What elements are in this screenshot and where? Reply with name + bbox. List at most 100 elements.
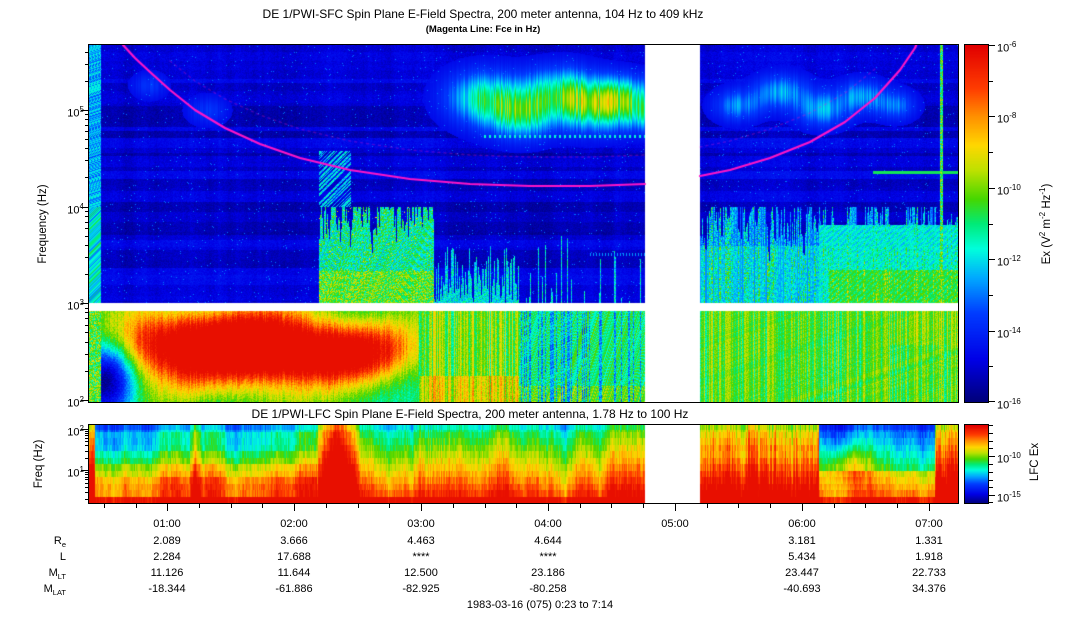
sfc-colorbar-label: Ex (V2 m-2 Hz-1) <box>1038 183 1053 265</box>
ephemeris-value: 3.181 <box>788 535 816 547</box>
ephemeris-value: -82.925 <box>402 583 440 595</box>
lfc-y-minor-tick <box>85 441 89 442</box>
sfc-cb-tick <box>989 401 995 402</box>
sfc-y-minor-tick <box>85 64 89 65</box>
sfc-y-minor-tick <box>85 139 89 140</box>
sfc-cb-tick-label: 10-8 <box>997 111 1017 127</box>
sfc-y-tick-label: 102 <box>67 394 84 410</box>
sfc-cb-tick <box>989 259 995 260</box>
sfc-cb-tick <box>989 81 993 82</box>
lfc-cb-tick <box>989 425 993 426</box>
x-tick-label: 05:00 <box>661 518 689 530</box>
x-minor-tick <box>326 504 327 508</box>
lfc-y-tick-label: 101 <box>67 465 84 480</box>
lfc-cb-tick <box>989 441 993 442</box>
x-minor-tick <box>643 504 644 508</box>
x-tick-label: 01:00 <box>153 518 181 530</box>
sfc-y-minor-tick <box>85 325 89 326</box>
x-minor-tick <box>897 504 898 508</box>
lfc-title: DE 1/PWI-LFC Spin Plane E-Field Spectra,… <box>251 407 689 421</box>
sfc-y-minor-tick <box>85 81 89 82</box>
x-minor-tick <box>834 504 835 508</box>
sfc-y-tick-label: 103 <box>67 298 84 313</box>
x-major-tick <box>548 504 549 511</box>
lfc-y-minor-tick <box>85 487 89 488</box>
ephemeris-value: 2.284 <box>153 551 181 563</box>
lfc-colorbar-canvas <box>964 424 989 504</box>
lfc-cb-tick-label: 10-15 <box>997 490 1021 505</box>
ephemeris-value: -40.693 <box>783 583 821 595</box>
lfc-y-minor-tick <box>85 483 89 484</box>
sfc-y-major-tick <box>81 400 89 401</box>
sfc-y-minor-tick <box>85 211 89 212</box>
sfc-cb-tick-label: 10-6 <box>997 40 1017 55</box>
ephemeris-value: -18.344 <box>148 583 186 595</box>
x-minor-tick <box>865 504 866 508</box>
sfc-cb-tick-label: 10-16 <box>997 397 1021 412</box>
x-minor-tick <box>262 504 263 508</box>
ephemeris-value: 4.463 <box>407 535 435 547</box>
sfc-y-minor-tick <box>85 274 89 275</box>
lfc-cb-tick <box>989 456 995 457</box>
sfc-y-tick-label: 104 <box>67 201 84 217</box>
lfc-y-minor-tick <box>85 458 89 459</box>
sfc-y-minor-tick <box>85 236 89 237</box>
sfc-cb-tick <box>989 45 995 46</box>
sfc-y-major-tick <box>81 110 89 111</box>
sfc-y-axis-label: Frequency (Hz) <box>37 184 49 264</box>
ephemeris-value: **** <box>412 551 430 563</box>
lfc-cb-tick <box>989 448 993 449</box>
x-minor-tick <box>611 504 612 508</box>
lfc-y-minor-tick <box>85 492 89 493</box>
ephemeris-row-label: MLT <box>48 567 66 582</box>
lfc-y-minor-tick <box>85 435 89 436</box>
sfc-y-minor-tick <box>85 257 89 258</box>
lfc-cb-tick <box>989 487 993 488</box>
sfc-spectrogram-canvas <box>88 44 959 403</box>
ephemeris-value: 11.126 <box>150 567 184 579</box>
lfc-y-minor-tick <box>85 431 89 432</box>
x-minor-tick <box>231 504 232 508</box>
sfc-y-minor-tick <box>85 245 89 246</box>
sfc-y-minor-tick <box>85 148 89 149</box>
sfc-colorbar-canvas <box>964 44 989 403</box>
lfc-y-major-tick <box>81 429 89 430</box>
x-major-tick <box>167 504 168 511</box>
ephemeris-value: 1.331 <box>915 535 943 547</box>
lfc-cb-tick-label: 10-10 <box>997 451 1021 466</box>
sfc-title: DE 1/PWI-SFC Spin Plane E-Field Spectra,… <box>262 7 704 21</box>
lfc-cb-tick <box>989 502 993 503</box>
sfc-subtitle: (Magenta Line: Fce in Hz) <box>425 24 541 35</box>
sfc-y-minor-tick <box>85 342 89 343</box>
x-minor-tick <box>707 504 708 508</box>
x-minor-tick <box>358 504 359 508</box>
x-major-tick <box>294 504 295 511</box>
ephemeris-value: 2.089 <box>153 535 181 547</box>
sfc-y-minor-tick <box>85 119 89 120</box>
ephemeris-row-label: L <box>59 551 66 563</box>
lfc-y-minor-tick <box>85 499 89 500</box>
ephemeris-value: 12.500 <box>404 567 438 579</box>
sfc-cb-tick <box>989 295 993 296</box>
sfc-y-minor-tick <box>85 228 89 229</box>
sfc-y-minor-tick <box>85 125 89 126</box>
lfc-cb-tick <box>989 495 995 496</box>
sfc-y-tick-label: 105 <box>67 105 84 120</box>
ephemeris-value: **** <box>539 551 557 563</box>
x-tick-label: 02:00 <box>280 518 308 530</box>
sfc-cb-tick <box>989 152 993 153</box>
ephemeris-value: -80.258 <box>529 583 567 595</box>
x-major-tick <box>929 504 930 511</box>
sfc-cb-tick <box>989 116 995 117</box>
x-major-tick <box>802 504 803 511</box>
lfc-y-minor-tick <box>85 445 89 446</box>
ephemeris-value: 23.447 <box>785 567 819 579</box>
sfc-cb-tick <box>989 224 993 225</box>
sfc-y-minor-tick <box>85 222 89 223</box>
x-tick-label: 07:00 <box>915 518 943 530</box>
ephemeris-value: 3.666 <box>280 535 308 547</box>
lfc-y-minor-tick <box>85 472 89 473</box>
sfc-cb-tick-label: 10-14 <box>997 325 1021 341</box>
x-minor-tick <box>199 504 200 508</box>
sfc-y-minor-tick <box>85 216 89 217</box>
